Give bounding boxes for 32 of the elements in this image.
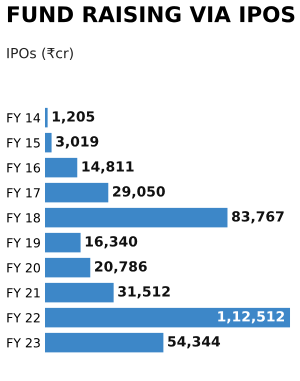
chart-subtitle: IPOs (₹cr)	[7, 48, 73, 60]
y-tick-label: FY 19	[7, 238, 40, 248]
bar	[45, 182, 108, 202]
y-tick-label: FY 20	[7, 263, 40, 273]
chart-title: FUND RAISING VIA IPOS	[8, 6, 294, 22]
bar	[45, 232, 81, 252]
bar	[45, 308, 290, 328]
bar	[45, 332, 164, 352]
bar	[45, 258, 90, 278]
data-label: 54,344	[168, 336, 220, 348]
data-label: 83,767	[232, 211, 284, 224]
data-label: 31,512	[118, 286, 170, 298]
y-tick-label: FY 15	[7, 138, 40, 148]
y-tick-label: FY 22	[7, 313, 40, 322]
bar	[45, 108, 48, 128]
y-tick-label: FY 23	[7, 338, 40, 348]
bar	[45, 158, 78, 178]
y-tick-label: FY 18	[7, 213, 40, 223]
y-tick-label: FY 17	[7, 188, 40, 198]
data-label: 1,205	[52, 111, 94, 124]
data-label: 16,340	[86, 236, 138, 248]
y-tick-label: FY 21	[7, 288, 40, 298]
data-label: 3,019	[56, 136, 98, 148]
data-label: 1,12,512	[218, 311, 284, 324]
bar	[45, 132, 52, 152]
data-label: 14,811	[82, 161, 134, 174]
bar	[45, 282, 114, 302]
data-label: 20,786	[95, 261, 147, 274]
data-label: 29,050	[113, 186, 165, 198]
y-tick-label: FY 14	[7, 113, 40, 122]
bar	[45, 208, 228, 228]
y-tick-label: FY 16	[7, 163, 40, 173]
